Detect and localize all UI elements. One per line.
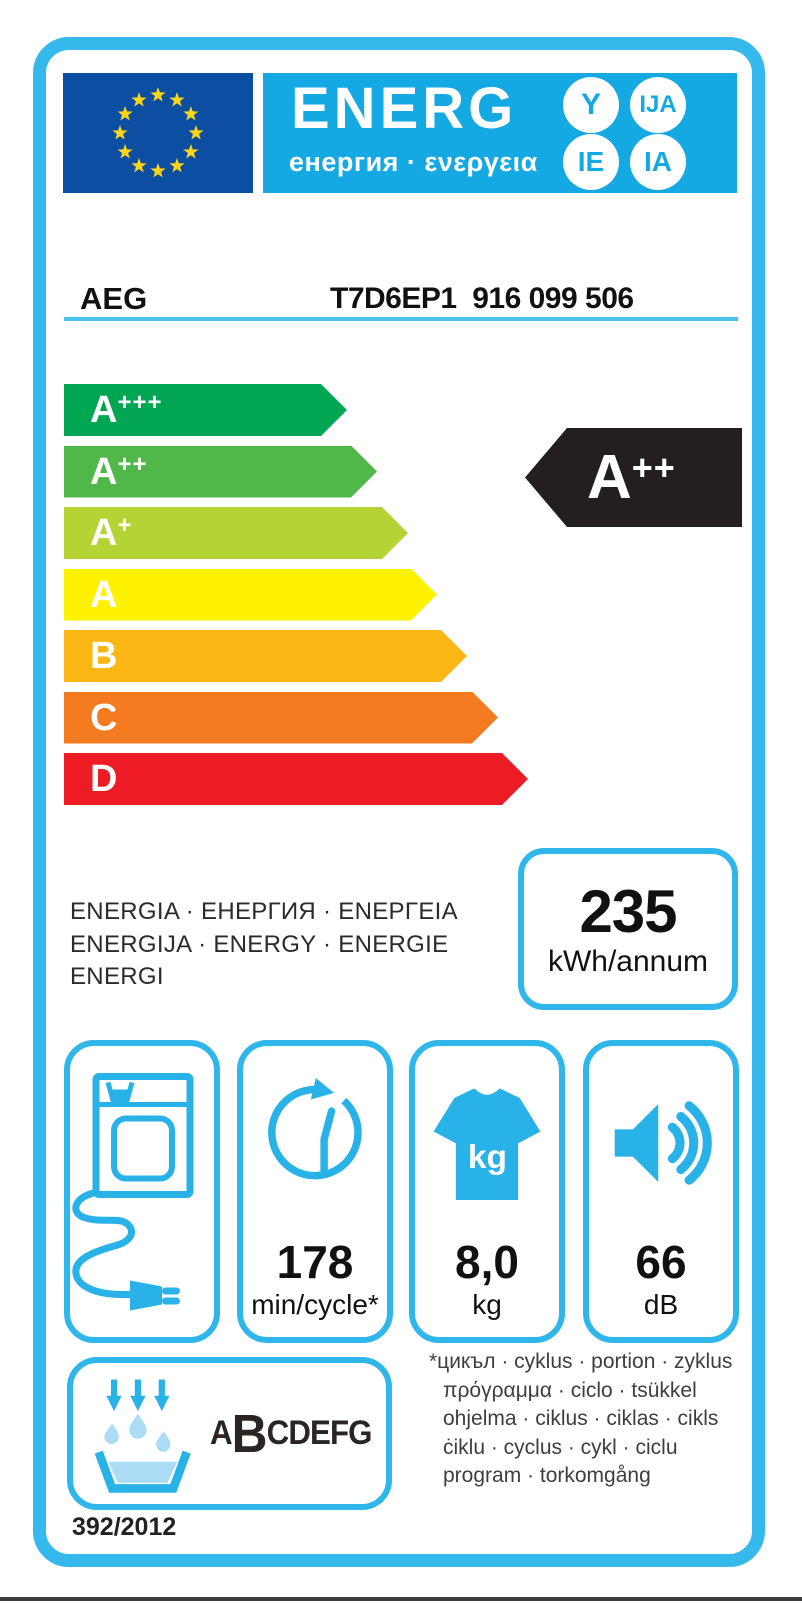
scale-label: C (90, 696, 118, 739)
rated-class-arrow: A++ (525, 428, 742, 527)
scale-label: A (90, 573, 118, 616)
cycle-footnote: *цикъл · cyklus · portion · zyklus πρόγρ… (429, 1350, 733, 1488)
suffix-circle-ija: IJA (630, 77, 686, 133)
suffix-circle-y: Y (563, 77, 619, 133)
electric-dryer-box (64, 1040, 220, 1343)
suffix-circle-ia: IA (630, 134, 686, 190)
efficiency-scale: A+++ A++ A+ A B C D (64, 384, 528, 805)
noise-speaker-icon (614, 1101, 712, 1185)
suffix-circle-ie: IE (563, 134, 619, 190)
cycle-time-unit: min/cycle* (251, 1289, 379, 1321)
scale-arrow-a: A (64, 569, 437, 621)
scale-label: A+ (90, 512, 133, 554)
capacity-value: 8,0 (455, 1236, 519, 1289)
energ-subtitle: енергия · ενεργεια (289, 147, 538, 177)
annual-consumption-value: 235 (579, 877, 677, 945)
annual-consumption-unit: kWh/annum (547, 944, 709, 978)
energ-banner: ENERG енергия · ενεργεια Y IJA IE IA (263, 73, 737, 193)
tshirt-kg-label: kg (468, 1139, 507, 1176)
scale-arrow-a2: A++ (64, 446, 377, 498)
capacity-box: kg 8,0 kg (409, 1040, 565, 1343)
condensation-rated-letter: B (232, 1403, 268, 1464)
brand-name: AEG (80, 281, 148, 316)
scale-label: B (90, 635, 118, 677)
rated-class-value: A++ (587, 442, 676, 512)
scale-arrow-b: B (64, 630, 467, 682)
scale-label: A+++ (90, 389, 163, 431)
noise-box: 66 dB (583, 1040, 739, 1343)
energ-wordmark: ENERG (291, 76, 518, 141)
dryer-plug-icon (72, 1073, 194, 1311)
cycle-clock-icon (268, 1077, 362, 1180)
eu-flag-icon (63, 73, 253, 193)
noise-value: 66 (635, 1236, 687, 1289)
noise-unit: dB (643, 1289, 679, 1321)
scale-arrow-a3: A+++ (64, 384, 347, 436)
cycle-time-box: 178 min/cycle* (237, 1040, 393, 1343)
cycle-time-value: 178 (276, 1236, 354, 1289)
annual-consumption-box: 235 kWh/annum (518, 848, 738, 1010)
divider-rule (64, 317, 738, 321)
model-number: T7D6EP1 916 099 506 (330, 282, 634, 315)
scale-arrow-a1: A+ (64, 507, 408, 559)
condensation-icon (94, 1379, 191, 1493)
scale-arrow-d: D (64, 753, 528, 805)
scale-label: D (90, 758, 118, 800)
tshirt-capacity-icon: kg (433, 1088, 541, 1201)
bottom-edge-line (0, 1597, 802, 1601)
scale-label: A++ (90, 450, 148, 493)
capacity-unit: kg (472, 1289, 502, 1321)
energia-multilingual-text: ENERGIA · ЕНЕРГИЯ · ΕΝΕΡΓΕΙΑ ENERGIJA · … (70, 898, 458, 990)
regulation-number: 392/2012 (72, 1513, 177, 1541)
scale-arrow-c: C (64, 692, 498, 744)
